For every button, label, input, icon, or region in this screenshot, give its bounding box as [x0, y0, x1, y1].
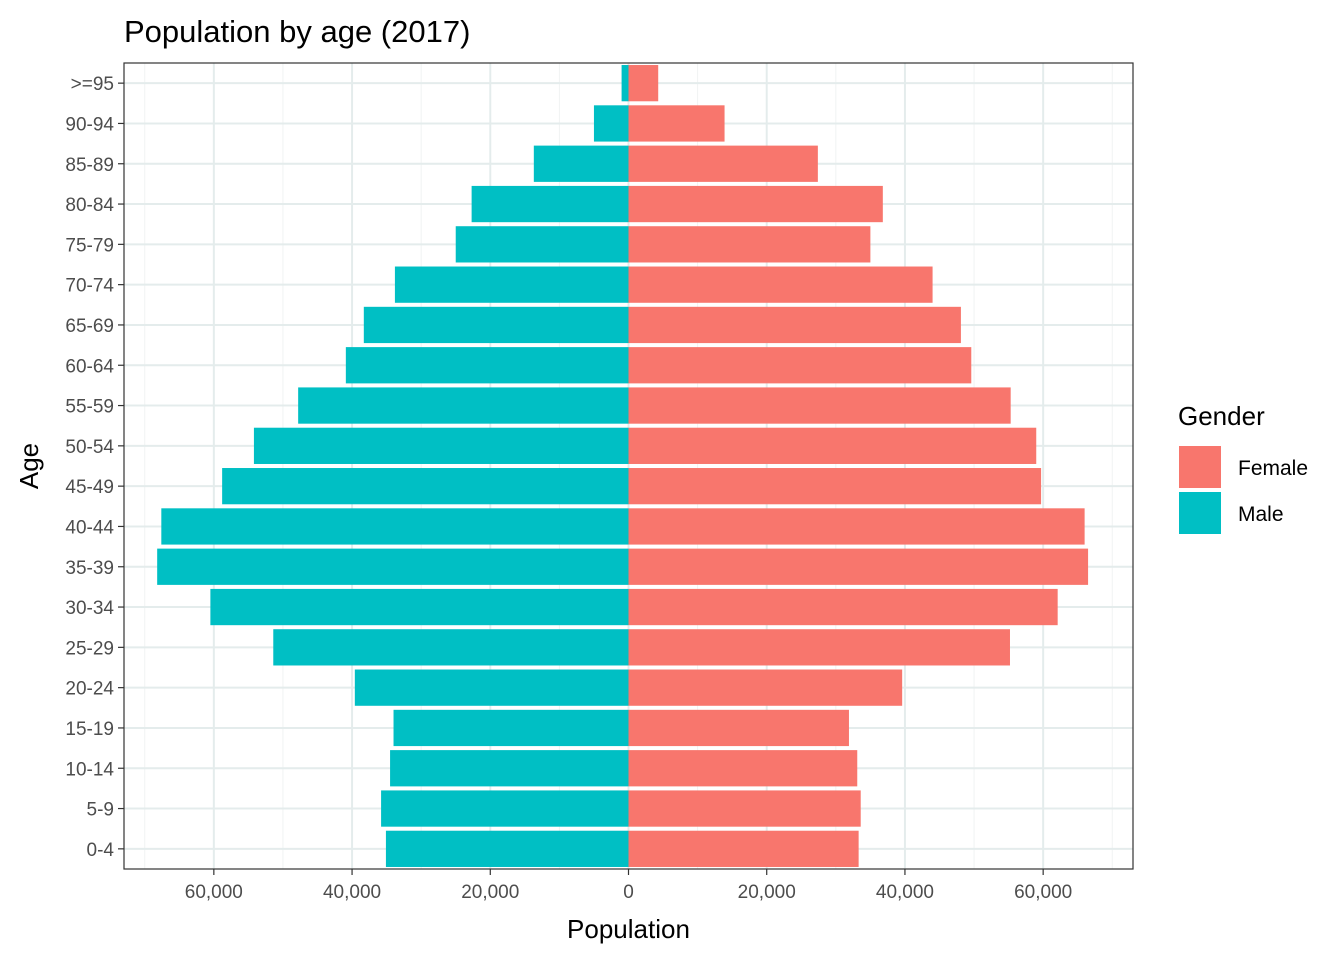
y-tick-label: 50-54	[65, 437, 114, 458]
male-bar	[393, 709, 629, 747]
x-tick-label: 60,000	[1014, 882, 1072, 903]
male-bar	[385, 830, 629, 867]
y-tick-label: 75-79	[65, 235, 114, 256]
y-axis-title: Age	[14, 443, 44, 489]
male-bar	[253, 427, 629, 464]
male-bar	[161, 508, 629, 545]
x-tick-label: 40,000	[323, 882, 381, 903]
male-bar	[345, 347, 629, 384]
male-bar	[222, 468, 629, 505]
female-bar	[628, 830, 859, 867]
female-bar	[628, 347, 972, 384]
female-bar	[628, 508, 1085, 545]
axes: 60,000 40,000 20,000 0 20,000 40,000 60,000 0-4…	[65, 74, 1072, 903]
x-tick-label: 20,000	[461, 882, 519, 903]
male-bar	[390, 750, 629, 787]
y-tick-label: 70-74	[65, 276, 114, 297]
y-tick-label: 60-64	[65, 356, 114, 377]
male-bar	[593, 105, 629, 142]
y-tick-label: 85-89	[65, 155, 114, 176]
female-bar	[628, 105, 725, 142]
male-bar	[533, 145, 629, 182]
female-bar	[628, 790, 861, 827]
y-tick-label: 20-24	[65, 679, 114, 700]
male-bar	[298, 387, 629, 424]
male-bar	[471, 185, 629, 223]
female-bar	[628, 750, 858, 787]
legend: Gender Female Male	[1178, 401, 1308, 534]
male-bar	[210, 588, 629, 626]
y-tick-label: 30-34	[65, 598, 114, 619]
x-tick-label: 20,000	[738, 882, 796, 903]
y-tick-label: 45-49	[65, 477, 114, 498]
female-bar	[628, 468, 1042, 505]
legend-swatch-male	[1179, 492, 1221, 534]
y-tick-label: 5-9	[87, 800, 114, 821]
bars	[157, 65, 1089, 867]
x-tick-label: 0	[623, 882, 634, 903]
female-bar	[628, 65, 659, 102]
y-tick-label: >=95	[71, 74, 114, 95]
male-bar	[394, 266, 629, 303]
female-bar	[628, 669, 903, 706]
y-tick-label: 0-4	[87, 840, 115, 861]
y-tick-label: 35-39	[65, 558, 114, 579]
female-bar	[628, 588, 1058, 626]
x-axis-title: Population	[567, 914, 690, 944]
legend-label-female: Female	[1238, 457, 1308, 480]
female-bar	[628, 185, 883, 223]
female-bar	[628, 145, 818, 182]
male-bar	[381, 790, 629, 827]
gridlines	[124, 63, 1133, 869]
female-bar	[628, 629, 1010, 666]
female-bar	[628, 709, 849, 747]
legend-label-male: Male	[1238, 503, 1284, 526]
female-bar	[628, 266, 933, 303]
y-tick-label: 65-69	[65, 316, 114, 337]
y-tick-label: 15-19	[65, 719, 114, 740]
x-tick-label: 60,000	[185, 882, 243, 903]
legend-title: Gender	[1178, 401, 1265, 431]
male-bar	[157, 548, 629, 585]
y-tick-label: 55-59	[65, 397, 114, 418]
y-tick-label: 90-94	[65, 114, 114, 135]
female-bar	[628, 387, 1011, 424]
male-bar	[354, 669, 629, 706]
y-tick-label: 10-14	[65, 759, 114, 780]
male-bar	[273, 629, 629, 666]
y-tick-label: 25-29	[65, 638, 114, 659]
y-tick-label: 80-84	[65, 195, 114, 216]
male-bar	[621, 65, 629, 102]
y-tick-label: 40-44	[65, 517, 114, 538]
female-bar	[628, 427, 1037, 464]
male-bar	[363, 306, 629, 344]
legend-swatch-female	[1179, 446, 1221, 488]
x-tick-label: 40,000	[876, 882, 934, 903]
female-bar	[628, 548, 1089, 585]
female-bar	[628, 306, 961, 344]
male-bar	[455, 226, 629, 263]
female-bar	[628, 226, 871, 263]
chart-title: Population by age (2017)	[124, 14, 470, 49]
